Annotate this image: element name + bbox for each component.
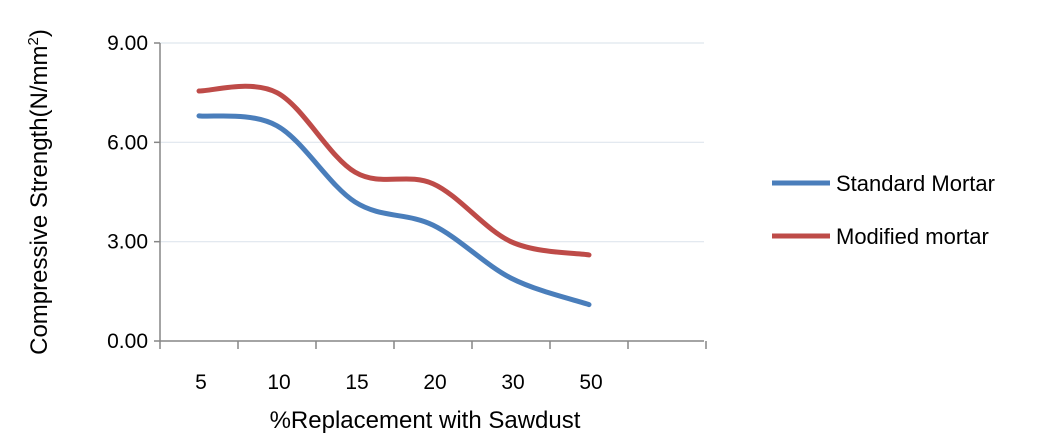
x-tick-label: 15 [345, 371, 368, 394]
legend: Standard Mortar Modified mortar [772, 171, 995, 249]
legend-label-1: Standard Mortar [836, 171, 995, 196]
x-ticks: 5 10 15 20 30 50 [159, 341, 707, 394]
x-tick-label: 50 [579, 371, 602, 394]
series-line-2 [196, 83, 592, 258]
series-lines [196, 83, 592, 308]
y-ticks: 0.00 3.00 6.00 9.00 [107, 32, 160, 353]
series-line-1 [196, 113, 592, 308]
x-tick-label: 10 [267, 371, 290, 394]
x-axis-title: %Replacement with Sawdust [270, 407, 581, 434]
x-tick-label: 5 [195, 371, 207, 394]
y-axis-title-superscript: 2 [25, 37, 42, 45]
x-tick-label: 30 [501, 371, 524, 394]
y-axis-title-main: Compressive Strength(N/mm [26, 45, 53, 354]
y-axis-title-close: ) [26, 29, 53, 37]
gridlines [160, 42, 704, 243]
y-tick-label: 6.00 [107, 131, 148, 154]
y-tick-label: 9.00 [107, 32, 148, 55]
y-tick-label: 3.00 [107, 231, 148, 254]
y-tick-label: 0.00 [107, 330, 148, 353]
axes [159, 43, 704, 342]
y-axis-title: Compressive Strength(N/mm2) [25, 29, 53, 355]
x-tick-label: 20 [423, 371, 446, 394]
legend-label-2: Modified mortar [836, 224, 989, 249]
